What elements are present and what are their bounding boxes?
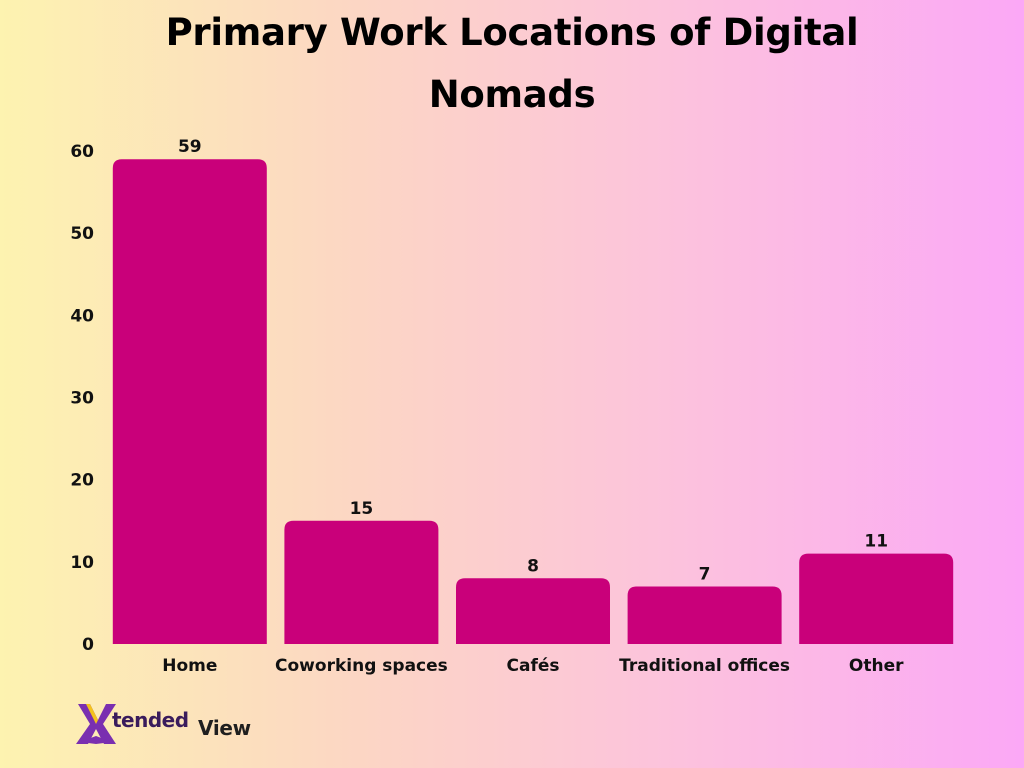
x-category-label: Traditional offices — [619, 656, 790, 676]
chart-title: Primary Work Locations of Digital Nomads — [165, 11, 859, 116]
data-labels: 59 15 8 7 11 — [178, 137, 888, 584]
bar-value-label: 59 — [178, 137, 202, 157]
y-tick-label: 60 — [70, 142, 94, 162]
bar-value-label: 11 — [864, 532, 888, 552]
bar — [627, 586, 782, 644]
x-category-label: Home — [162, 656, 217, 676]
x-axis-labels: Home Coworking spaces Cafés Traditional off… — [162, 656, 904, 676]
bar — [799, 553, 954, 644]
y-tick-label: 40 — [70, 306, 94, 326]
bar-value-label: 7 — [699, 564, 711, 584]
y-axis-ticks: 0 10 20 30 40 50 60 — [70, 142, 94, 655]
bar — [456, 578, 610, 644]
x-logo-icon — [76, 704, 116, 744]
y-tick-label: 20 — [70, 471, 94, 491]
bar — [284, 520, 439, 644]
bar-value-label: 15 — [350, 499, 374, 519]
x-category-label: Coworking spaces — [275, 656, 448, 676]
bars — [112, 159, 954, 644]
xtendedview-logo: tended View — [76, 700, 276, 748]
x-category-label: Other — [849, 656, 904, 676]
y-tick-label: 30 — [70, 389, 94, 409]
x-category-label: Cafés — [507, 656, 560, 676]
y-tick-label: 10 — [70, 553, 94, 573]
y-tick-label: 0 — [82, 635, 94, 655]
y-tick-label: 50 — [70, 224, 94, 244]
bar-value-label: 8 — [527, 556, 539, 576]
bar — [112, 159, 267, 644]
